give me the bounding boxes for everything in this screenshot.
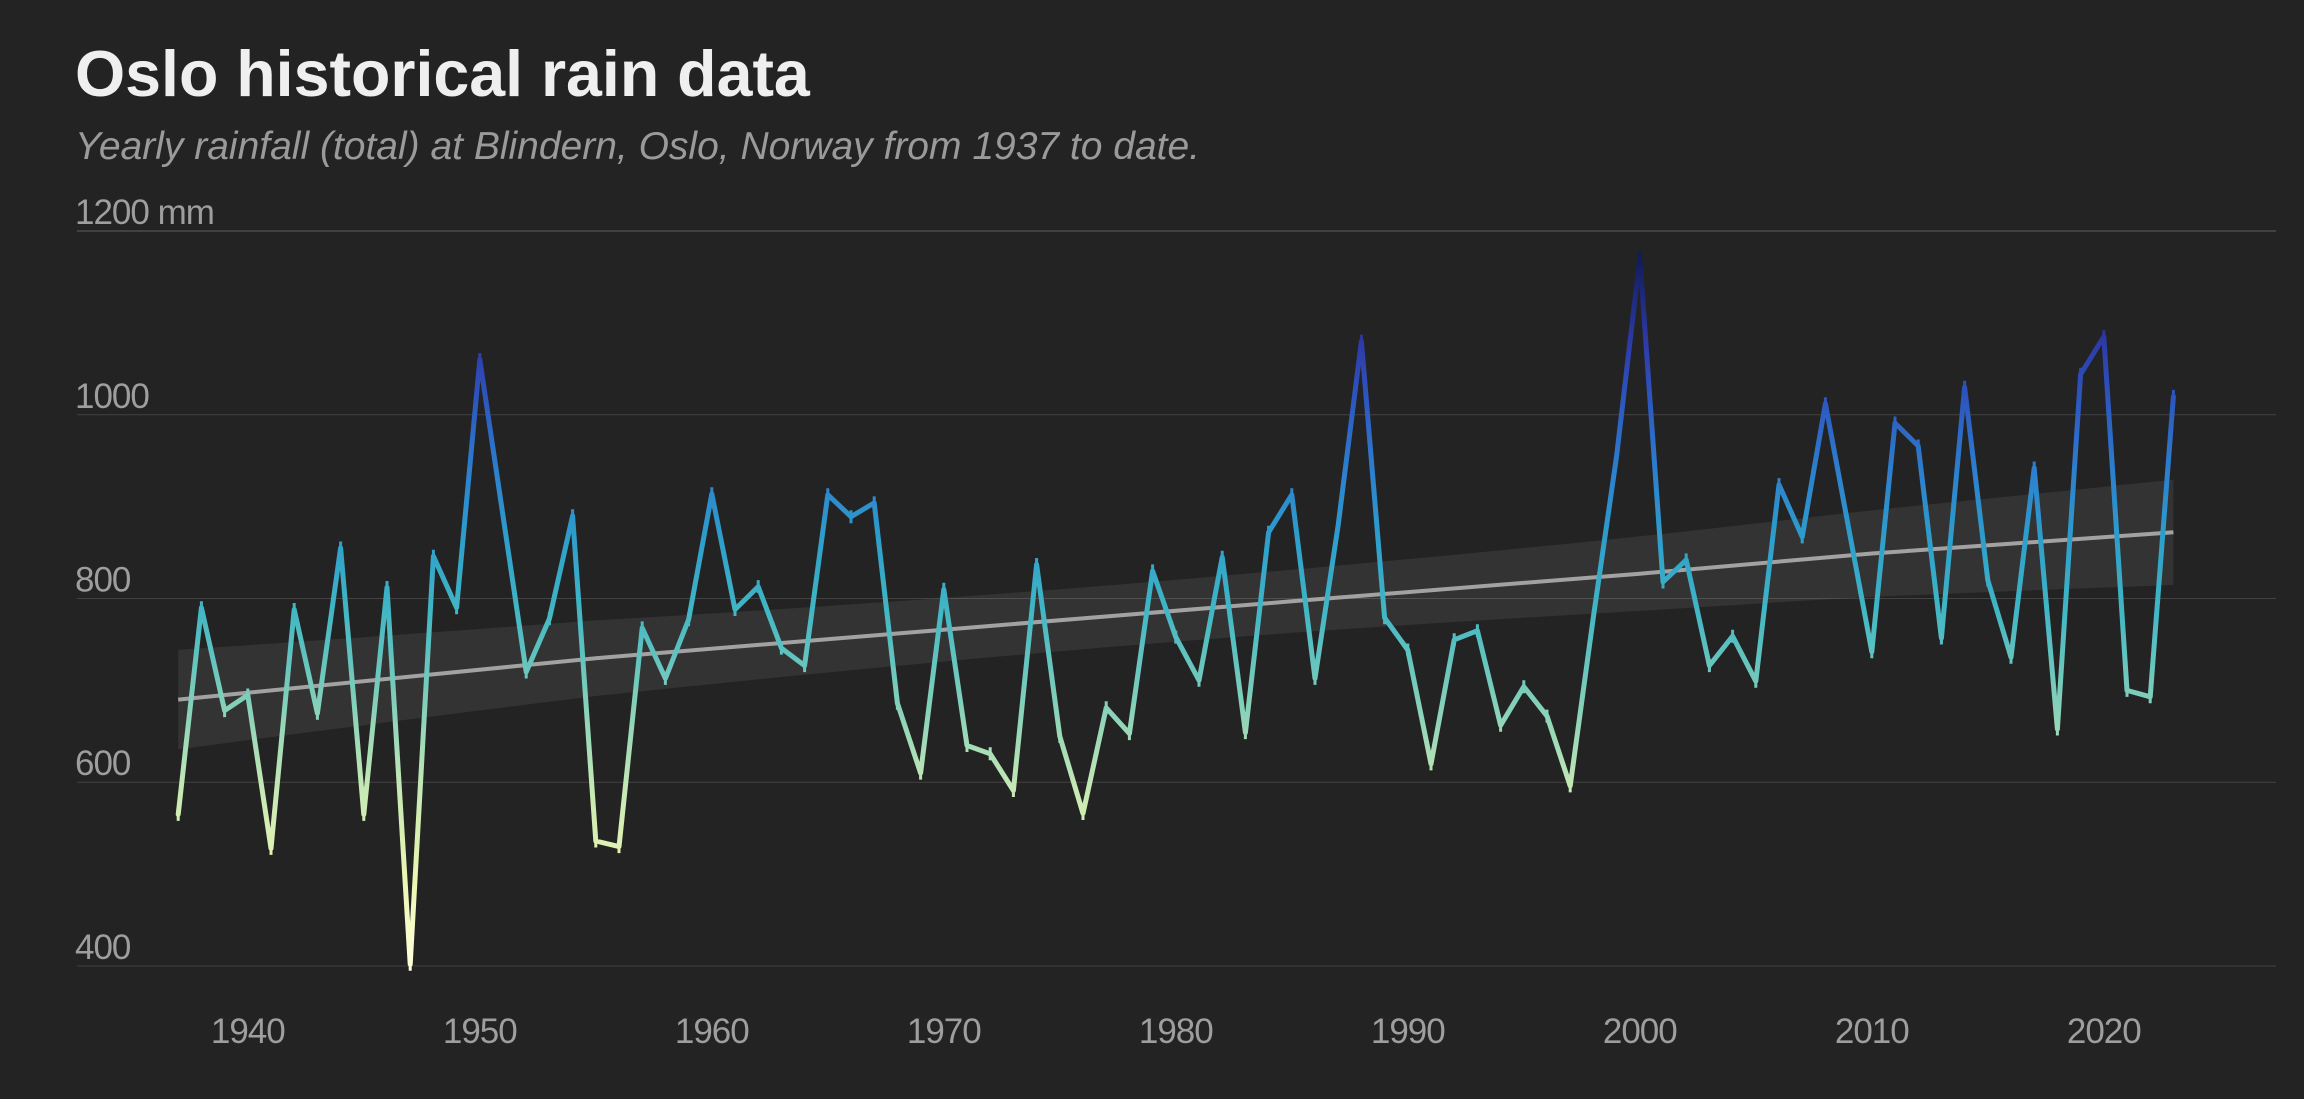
- svg-text:800: 800: [75, 561, 131, 600]
- svg-text:400: 400: [75, 928, 131, 967]
- svg-text:1940: 1940: [211, 1012, 285, 1051]
- svg-text:Oslo historical rain data: Oslo historical rain data: [75, 38, 811, 110]
- svg-text:1000: 1000: [75, 377, 149, 416]
- svg-text:1960: 1960: [675, 1012, 749, 1051]
- svg-text:1980: 1980: [1139, 1012, 1213, 1051]
- svg-text:2000: 2000: [1603, 1012, 1677, 1051]
- svg-text:1950: 1950: [443, 1012, 517, 1051]
- svg-text:1200 mm: 1200 mm: [75, 193, 214, 232]
- svg-text:1970: 1970: [907, 1012, 981, 1051]
- svg-text:Yearly rainfall (total) at Bli: Yearly rainfall (total) at Blindern, Osl…: [75, 125, 1200, 168]
- svg-text:2010: 2010: [1835, 1012, 1909, 1051]
- svg-text:600: 600: [75, 744, 131, 783]
- svg-text:2020: 2020: [2067, 1012, 2141, 1051]
- svg-text:1990: 1990: [1371, 1012, 1445, 1051]
